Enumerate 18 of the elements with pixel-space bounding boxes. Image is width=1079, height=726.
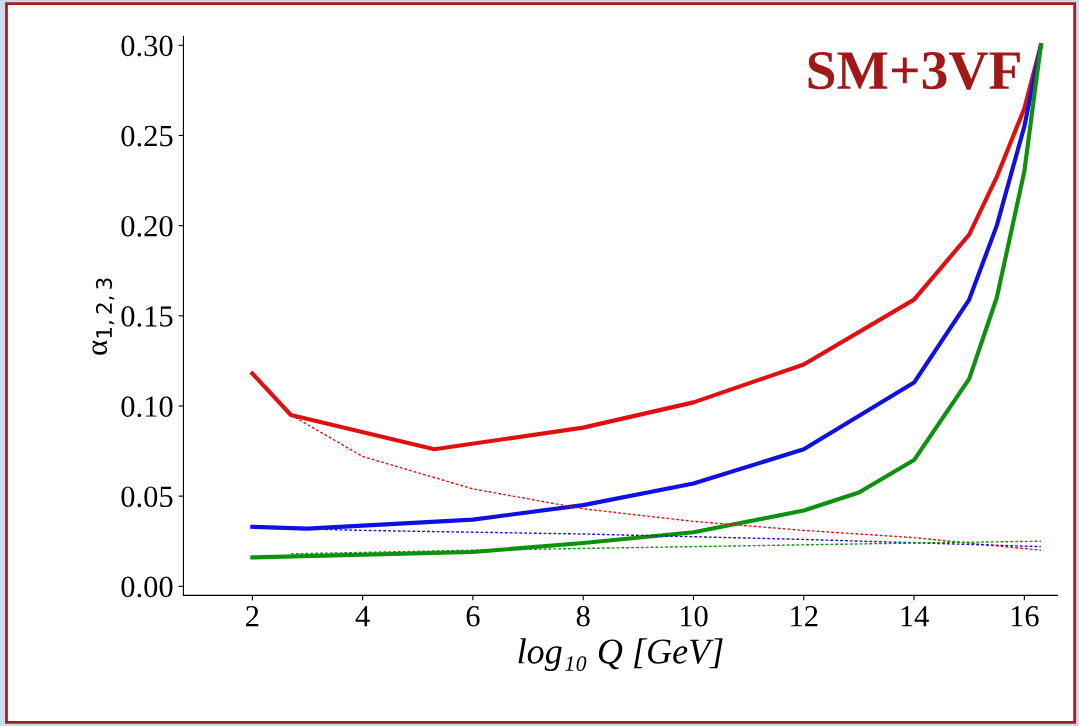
x-tick-label: 14 xyxy=(901,606,929,627)
x-tick-label: 6 xyxy=(466,606,480,627)
x-tick-label: 16 xyxy=(1011,606,1039,627)
y-tick-label: 0.20 xyxy=(121,215,173,237)
x-tick-label: 10 xyxy=(680,605,708,627)
x-tick-label: 8 xyxy=(576,605,590,627)
x-tick-label: 4 xyxy=(355,606,370,627)
annotation: SM+3VF xyxy=(808,52,1020,90)
y-axis-title: α$_{1,2,3}$ xyxy=(92,278,115,355)
y-tick-label: 0.05 xyxy=(121,486,173,508)
y-tick-label: 0.15 xyxy=(121,306,173,327)
x-tick-label: 2 xyxy=(246,606,259,627)
x-axis-title: log₁₀ Q [GeV] xyxy=(518,638,723,672)
y-tick-label: 0.30 xyxy=(121,35,173,57)
y-tick-label: 0.10 xyxy=(121,396,173,418)
y-tick-label: 0.00 xyxy=(121,576,173,598)
x-tick-label: 12 xyxy=(791,606,818,627)
y-tick-label: 0.25 xyxy=(121,125,173,147)
